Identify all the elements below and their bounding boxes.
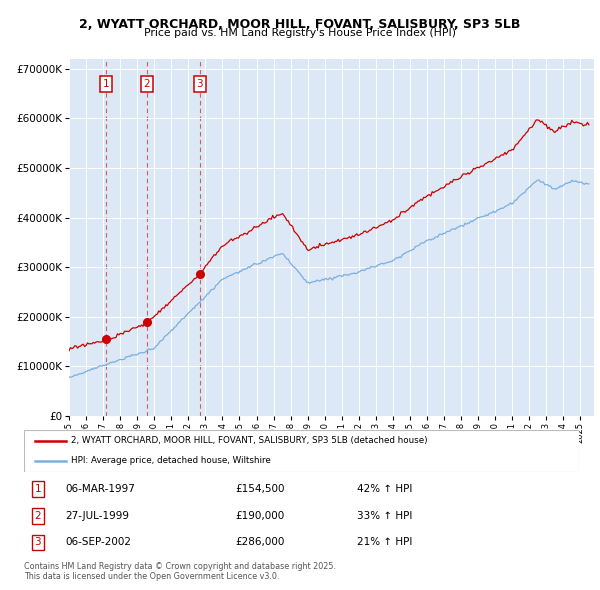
Text: Price paid vs. HM Land Registry's House Price Index (HPI): Price paid vs. HM Land Registry's House … — [144, 28, 456, 38]
Text: 2: 2 — [35, 511, 41, 520]
Text: 42% ↑ HPI: 42% ↑ HPI — [357, 484, 412, 494]
Text: 33% ↑ HPI: 33% ↑ HPI — [357, 511, 412, 520]
Text: 2: 2 — [143, 79, 150, 88]
Text: Contains HM Land Registry data © Crown copyright and database right 2025.
This d: Contains HM Land Registry data © Crown c… — [24, 562, 336, 581]
Text: 21% ↑ HPI: 21% ↑ HPI — [357, 537, 412, 548]
Text: 1: 1 — [35, 484, 41, 494]
Text: 2, WYATT ORCHARD, MOOR HILL, FOVANT, SALISBURY, SP3 5LB (detached house): 2, WYATT ORCHARD, MOOR HILL, FOVANT, SAL… — [71, 437, 428, 445]
Text: 27-JUL-1999: 27-JUL-1999 — [65, 511, 130, 520]
Text: 2, WYATT ORCHARD, MOOR HILL, FOVANT, SALISBURY, SP3 5LB: 2, WYATT ORCHARD, MOOR HILL, FOVANT, SAL… — [79, 18, 521, 31]
Text: 1: 1 — [103, 79, 109, 88]
FancyBboxPatch shape — [24, 430, 579, 472]
Text: £154,500: £154,500 — [235, 484, 284, 494]
Text: £286,000: £286,000 — [235, 537, 284, 548]
Text: 3: 3 — [35, 537, 41, 548]
Text: HPI: Average price, detached house, Wiltshire: HPI: Average price, detached house, Wilt… — [71, 456, 271, 465]
Text: 06-SEP-2002: 06-SEP-2002 — [65, 537, 131, 548]
Text: 3: 3 — [197, 79, 203, 88]
Text: £190,000: £190,000 — [235, 511, 284, 520]
Text: 06-MAR-1997: 06-MAR-1997 — [65, 484, 136, 494]
